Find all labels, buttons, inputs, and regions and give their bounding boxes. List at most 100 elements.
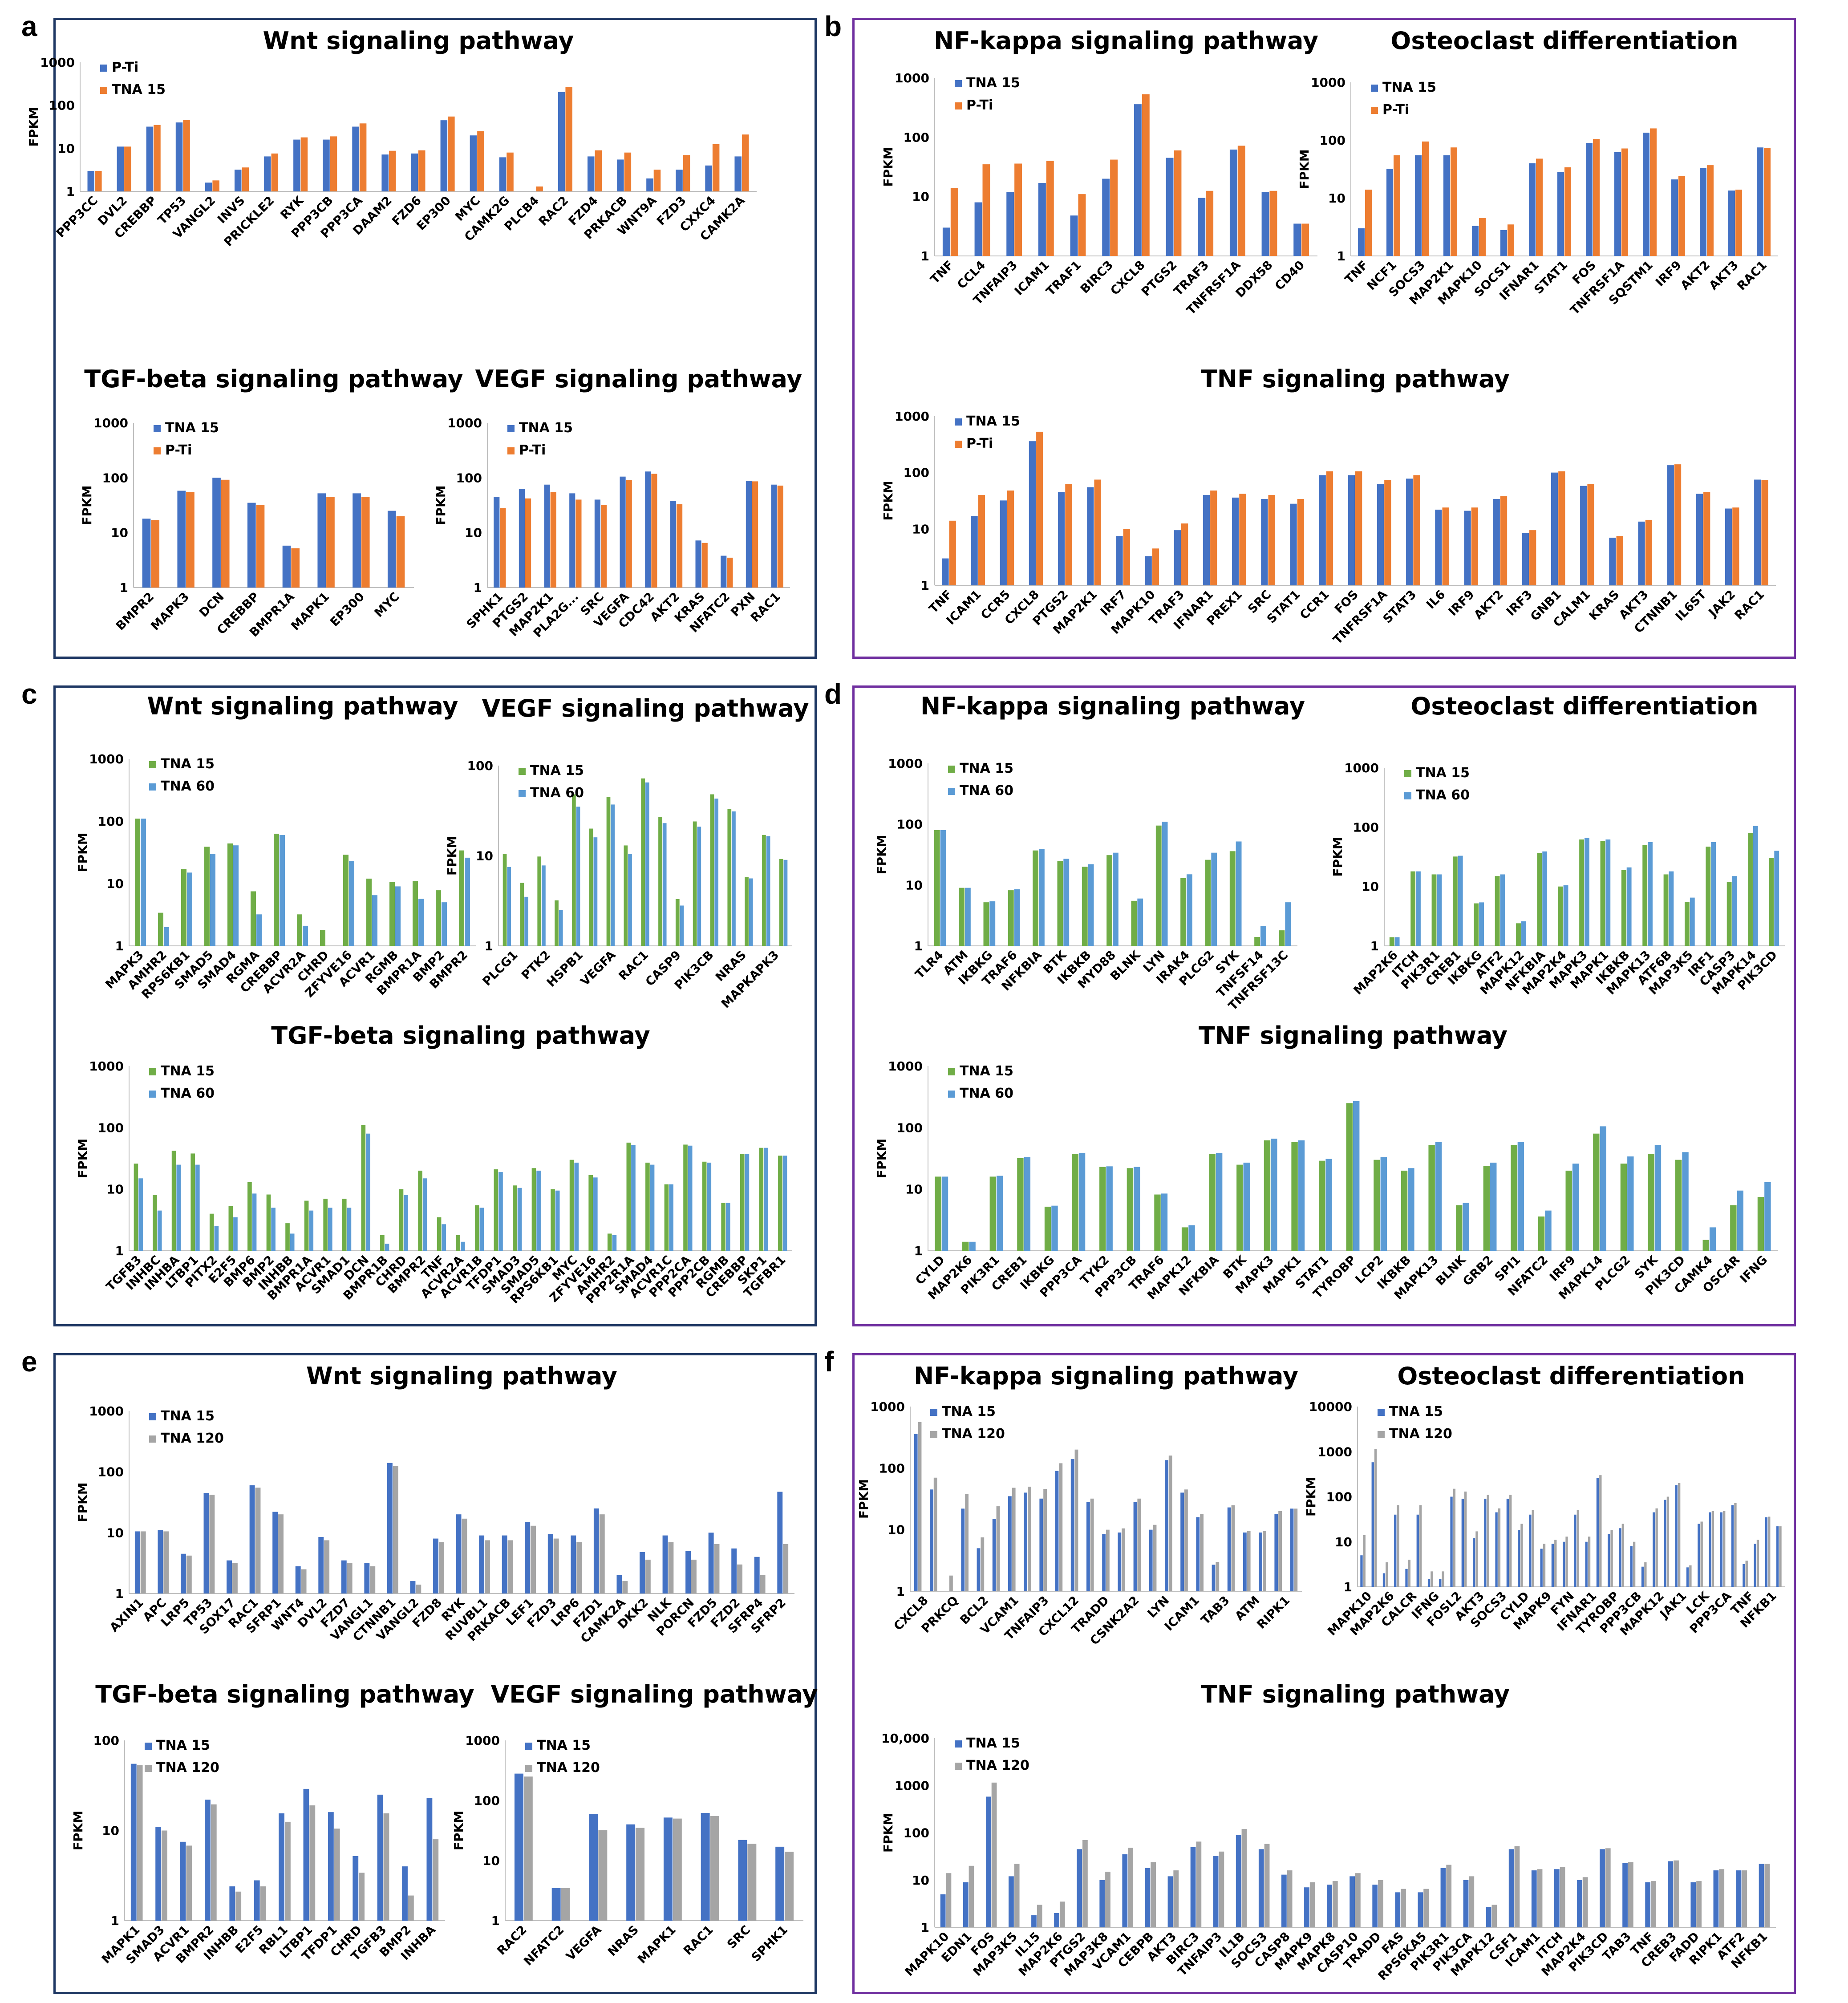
- bar-series1: [685, 1551, 691, 1593]
- bar-series1: [1290, 503, 1297, 585]
- bar-series1: [1511, 1145, 1517, 1251]
- chart-d1: NF-kappa signaling pathway 1 10 100 1000 FPKM…: [874, 692, 1305, 1013]
- bar-series1: [1259, 1532, 1262, 1591]
- bar-series1: [180, 1841, 186, 1921]
- bar-series1: [1508, 1849, 1514, 1927]
- bar-series1: [1726, 882, 1732, 946]
- bar-series2: [256, 505, 265, 588]
- bar-series2: [271, 153, 279, 191]
- y-tick-label: 10: [912, 522, 929, 536]
- bar-series1: [366, 878, 372, 946]
- bar-series2: [1463, 1203, 1469, 1251]
- bar-series1: [1653, 1512, 1655, 1587]
- bar-series2: [933, 1477, 937, 1591]
- y-tick-label: 1: [921, 249, 929, 264]
- bar-series2: [576, 1542, 582, 1593]
- bar-series1: [1456, 1205, 1463, 1251]
- y-tick-label: 100: [98, 1120, 124, 1135]
- x-tick-label: MAPKAPK3: [719, 948, 782, 1011]
- bar-series2: [595, 150, 602, 191]
- legend-swatch: [1371, 85, 1378, 92]
- bar-series1: [304, 1200, 309, 1251]
- bar-series1: [153, 1195, 157, 1251]
- legend-swatch: [948, 1091, 955, 1098]
- bar-series1: [1600, 841, 1605, 946]
- x-tick-label: RAC2: [536, 194, 571, 229]
- bar-series2: [1397, 1505, 1399, 1587]
- bar-series1: [479, 1535, 485, 1593]
- bar-series2: [1363, 1535, 1366, 1587]
- legend-label: TNA 60: [960, 1086, 1013, 1101]
- bar-series1: [1579, 839, 1584, 946]
- bar-series1: [1082, 867, 1088, 946]
- bar-series2: [783, 860, 788, 946]
- bar-series2: [1500, 874, 1505, 946]
- chart-title: VEGF signaling pathway: [490, 1680, 818, 1708]
- bar-series1: [646, 178, 653, 191]
- bar-series1: [1386, 169, 1393, 256]
- legend-swatch: [955, 1763, 962, 1770]
- bar-series2: [162, 1830, 167, 1921]
- y-tick-label: 10: [1335, 1535, 1352, 1549]
- bar-series1: [155, 1827, 162, 1921]
- bar-series2: [1386, 1562, 1388, 1587]
- legend-label: TNA 120: [537, 1760, 600, 1776]
- bar-series2: [1734, 1503, 1737, 1587]
- chart-a2: TGF-beta signaling pathway 1 10 100 1000 FPKM…: [80, 365, 463, 640]
- chart-f2: Osteoclast differentiation 1 10 100 1000 1000…: [1304, 1362, 1785, 1638]
- y-tick-label: 1: [914, 1244, 923, 1258]
- bar-series2: [1764, 147, 1771, 256]
- bar-series2: [1560, 1867, 1565, 1927]
- bar-series1: [525, 1522, 531, 1593]
- bar-series1: [1585, 1541, 1588, 1587]
- bar-series1: [1439, 1579, 1442, 1587]
- bar-series1: [1405, 1569, 1408, 1587]
- bar-series2: [461, 1241, 465, 1251]
- legend-swatch: [930, 1431, 937, 1438]
- legend-swatch: [948, 788, 955, 795]
- legend-label: TNA 15: [1382, 80, 1436, 95]
- bar-series1: [1261, 192, 1269, 256]
- bar-series1: [1671, 179, 1678, 256]
- bar-series1: [1483, 1166, 1490, 1251]
- y-tick-label: 1000: [447, 416, 482, 430]
- bar-series2: [1260, 926, 1266, 946]
- y-axis-label: FPKM: [75, 832, 90, 872]
- x-tick-label: STAT1: [1264, 588, 1303, 626]
- bar-series2: [1298, 1140, 1305, 1251]
- bar-series2: [1285, 902, 1291, 946]
- bar-series1: [1495, 876, 1500, 946]
- bar-series2: [1012, 1488, 1016, 1591]
- bar-series2: [1128, 1848, 1133, 1927]
- bar-series1: [519, 489, 525, 588]
- bar-series2: [524, 896, 528, 946]
- bar-series2: [561, 1888, 570, 1921]
- bar-series2: [732, 811, 736, 946]
- bar-series1: [1668, 1861, 1674, 1927]
- bar-series2: [1678, 176, 1685, 256]
- bar-series1: [1558, 886, 1563, 946]
- bar-series2: [442, 902, 447, 946]
- bar-series1: [1431, 874, 1437, 946]
- bar-series1: [437, 1217, 442, 1251]
- legend-label: TNA 60: [1416, 787, 1470, 803]
- chart-title: TNF signaling pathway: [1199, 1022, 1508, 1050]
- bar-series2: [1278, 1511, 1282, 1591]
- bar-series2: [517, 1188, 522, 1251]
- bar-series1: [328, 1812, 334, 1921]
- bar-series1: [1529, 163, 1536, 256]
- y-tick-label: 10: [106, 1182, 124, 1197]
- bar-series2: [221, 479, 230, 588]
- bar-series1: [203, 1493, 209, 1593]
- bar-series1: [1769, 858, 1774, 946]
- bar-series2: [151, 520, 160, 588]
- bar-series2: [1173, 1870, 1179, 1927]
- bar-series1: [1754, 1544, 1756, 1587]
- bar-series2: [1123, 529, 1130, 585]
- bar-series2: [1168, 1456, 1172, 1591]
- legend-swatch: [955, 418, 962, 426]
- bar-series1: [456, 1235, 460, 1251]
- chart-c3: TGF-beta signaling pathway 1 10 100 1000 FPKM…: [75, 1022, 792, 1306]
- legend-swatch: [149, 761, 156, 768]
- bar-series1: [640, 1552, 645, 1593]
